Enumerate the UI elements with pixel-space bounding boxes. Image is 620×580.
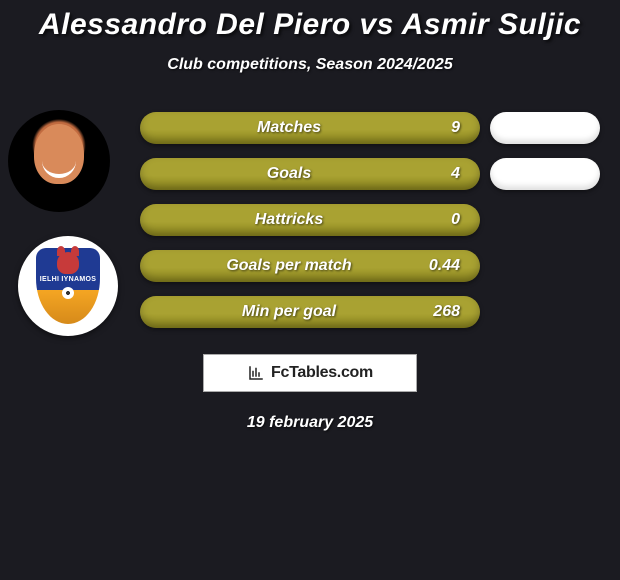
stat-pill-slot <box>490 112 600 158</box>
club-crest-text: IELHI IYNAMOS <box>40 276 96 283</box>
avatar-column: IELHI IYNAMOS <box>8 98 118 336</box>
chart-icon <box>247 364 265 382</box>
source-badge-text: FcTables.com <box>271 364 373 382</box>
stat-row: Min per goal268 <box>140 296 480 328</box>
subtitle: Club competitions, Season 2024/2025 <box>0 56 620 74</box>
comparison-panel: IELHI IYNAMOS Matches9 Goals4 Hattricks0 Go… <box>0 98 620 338</box>
player-avatar <box>8 110 110 212</box>
stat-value-left: 268 <box>418 303 460 321</box>
stat-pill <box>490 112 600 144</box>
source-badge: FcTables.com <box>203 354 417 392</box>
club-crest-lion-icon <box>57 252 79 274</box>
stat-bar: Goals per match0.44 <box>140 250 480 282</box>
club-crest-ball-icon <box>62 287 74 299</box>
stat-pill <box>490 158 600 190</box>
stat-value-left: 0 <box>418 211 460 229</box>
stat-pill-slot <box>490 204 600 250</box>
stat-pill-slot <box>490 158 600 204</box>
stat-bar: Hattricks0 <box>140 204 480 236</box>
page-title: Alessandro Del Piero vs Asmir Suljic <box>0 0 620 42</box>
stat-pills-right <box>490 112 600 342</box>
stat-label: Hattricks <box>160 211 418 229</box>
club-crest: IELHI IYNAMOS <box>36 248 100 324</box>
stat-bar: Goals4 <box>140 158 480 190</box>
stat-row: Matches9 <box>140 112 480 144</box>
stat-bar: Matches9 <box>140 112 480 144</box>
stat-value-left: 9 <box>418 119 460 137</box>
stat-label: Goals per match <box>160 257 418 275</box>
stat-value-left: 4 <box>418 165 460 183</box>
footer-date: 19 february 2025 <box>0 414 620 432</box>
stat-bars: Matches9Goals4Hattricks0Goals per match0… <box>140 112 480 342</box>
club-avatar: IELHI IYNAMOS <box>18 236 118 336</box>
stat-label: Matches <box>160 119 418 137</box>
stat-row: Goals per match0.44 <box>140 250 480 282</box>
stat-row: Goals4 <box>140 158 480 190</box>
stat-pill-slot <box>490 250 600 296</box>
stat-bar: Min per goal268 <box>140 296 480 328</box>
stat-pill-slot <box>490 296 600 342</box>
stat-value-left: 0.44 <box>418 257 460 275</box>
stat-row: Hattricks0 <box>140 204 480 236</box>
stat-label: Goals <box>160 165 418 183</box>
stat-label: Min per goal <box>160 303 418 321</box>
